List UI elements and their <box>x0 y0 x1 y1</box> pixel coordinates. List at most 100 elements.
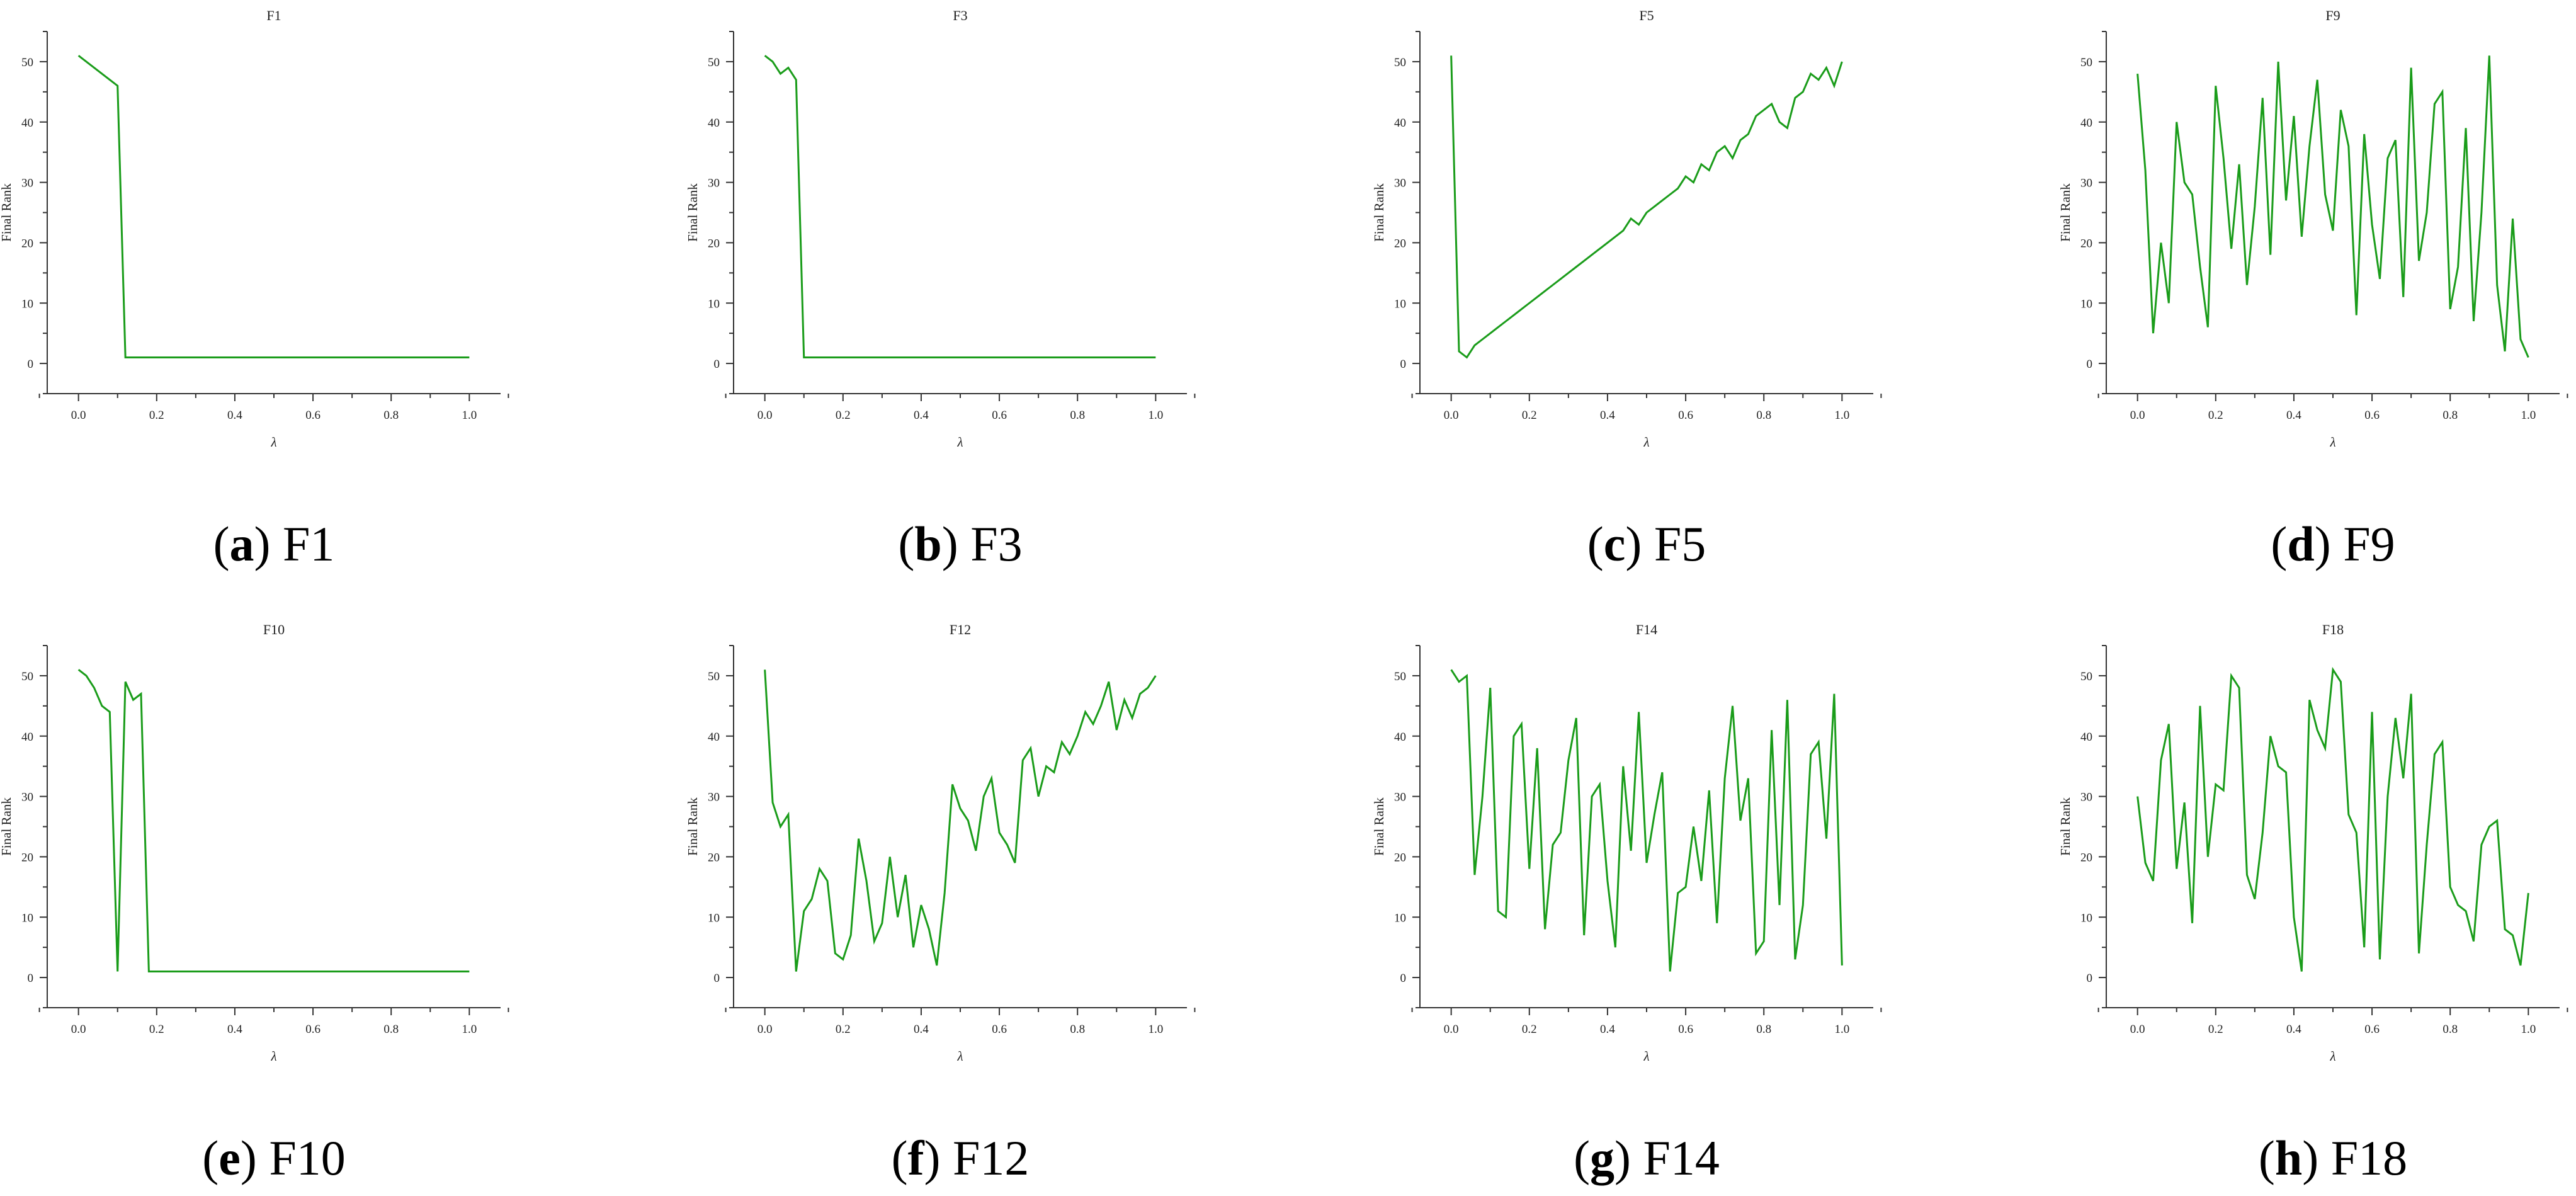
y-tick-label: 50 <box>21 56 33 69</box>
caption-letter: g <box>1590 1131 1614 1185</box>
y-tick-label: 20 <box>2080 237 2092 250</box>
caption-letter: h <box>2275 1131 2302 1185</box>
y-tick-label: 30 <box>2080 177 2092 190</box>
y-axis-label: Final Rank <box>1371 797 1387 856</box>
series-line <box>1450 55 1843 359</box>
x-tick-label: 0.0 <box>1444 409 1459 422</box>
x-axis-label: λ <box>2329 435 2335 450</box>
y-tick-label: 20 <box>1394 237 1406 250</box>
x-tick-label: 0.4 <box>2286 409 2301 422</box>
caption-close-paren: ) <box>1614 1131 1643 1185</box>
x-tick-label: 0.4 <box>227 409 242 422</box>
y-tick-label: 50 <box>2080 670 2092 683</box>
series-line <box>1450 669 1843 972</box>
caption-name: F18 <box>2331 1131 2407 1185</box>
panel-f18: F18 0 10 20 30 40 50 0.0 0.2 0.4 0.6 0.8 1.0 λ Final R… <box>2058 622 2568 1185</box>
y-tick-label: 0 <box>714 972 720 985</box>
series-line <box>77 669 470 972</box>
x-tick-label: 0.8 <box>1756 1023 1771 1036</box>
y-axis-label: Final Rank <box>685 183 700 242</box>
x-tick-label: 0.0 <box>1444 1023 1459 1036</box>
caption-letter: c <box>1604 516 1626 571</box>
y-tick-label: 50 <box>21 670 33 683</box>
x-tick-label: 0.2 <box>149 1023 164 1036</box>
x-tick-label: 0.4 <box>914 409 929 422</box>
panel-caption: (e) F10 <box>202 1131 345 1185</box>
x-tick-label: 0.8 <box>1070 409 1085 422</box>
x-tick-label: 0.8 <box>1070 1023 1085 1036</box>
caption-name: F14 <box>1643 1131 1720 1185</box>
x-axis-label: λ <box>2329 1049 2335 1064</box>
x-tick-label: 0.8 <box>1756 409 1771 422</box>
x-tick-label: 0.2 <box>2208 1023 2223 1036</box>
x-tick-label: 1.0 <box>1148 1023 1163 1036</box>
y-tick-label: 30 <box>708 791 720 804</box>
x-tick-label: 0.0 <box>757 409 773 422</box>
caption-close-paren: ) <box>1625 516 1654 571</box>
x-tick-label: 0.8 <box>383 409 399 422</box>
x-tick-label: 0.6 <box>2364 409 2380 422</box>
y-tick-label: 20 <box>2080 851 2092 864</box>
x-tick-label: 0.6 <box>1678 409 1693 422</box>
caption-open-paren: ( <box>2259 1131 2275 1185</box>
series-line <box>2136 55 2529 358</box>
y-tick-label: 40 <box>708 731 720 744</box>
panel-f5: F5 0 10 20 30 40 50 0.0 0.2 0.4 0.6 0.8 1.0 λ Final Ra… <box>1371 8 1882 571</box>
x-tick-label: 0.2 <box>149 409 164 422</box>
y-tick-label: 40 <box>1394 731 1406 744</box>
caption-close-paren: ) <box>942 516 970 571</box>
y-tick-label: 10 <box>2080 297 2092 310</box>
y-tick-label: 0 <box>28 972 34 985</box>
x-tick-label: 0.4 <box>1600 1023 1615 1036</box>
panel-caption: (a) F1 <box>213 516 335 571</box>
y-axis-label: Final Rank <box>685 797 700 856</box>
y-tick-label: 30 <box>2080 791 2092 804</box>
caption-name: F3 <box>970 516 1022 571</box>
x-tick-label: 0.6 <box>305 409 321 422</box>
y-tick-label: 0 <box>2087 972 2093 985</box>
y-tick-label: 10 <box>708 911 720 925</box>
caption-letter: f <box>908 1131 925 1185</box>
x-tick-label: 0.6 <box>305 1023 321 1036</box>
panel-caption: (f) F12 <box>892 1131 1030 1185</box>
y-tick-label: 50 <box>708 670 720 683</box>
series-line <box>764 55 1156 358</box>
y-tick-label: 50 <box>1394 670 1406 683</box>
panel-caption: (b) F3 <box>898 516 1022 571</box>
x-tick-label: 0.0 <box>2130 409 2145 422</box>
x-tick-label: 0.0 <box>71 409 86 422</box>
panel-caption: (c) F5 <box>1587 516 1706 571</box>
x-axis-label: λ <box>270 435 276 450</box>
x-tick-label: 1.0 <box>2521 409 2536 422</box>
panel-f14: F14 0 10 20 30 40 50 0.0 0.2 0.4 0.6 0.8 1.0 λ Final R… <box>1371 622 1882 1185</box>
plot-title: F18 <box>2322 622 2344 637</box>
caption-open-paren: ( <box>213 516 230 571</box>
plot-title: F5 <box>1639 8 1654 23</box>
x-tick-label: 0.2 <box>1522 409 1537 422</box>
plot-title: F1 <box>266 8 281 23</box>
x-tick-label: 0.6 <box>2364 1023 2380 1036</box>
y-tick-label: 40 <box>21 731 33 744</box>
x-tick-label: 0.6 <box>992 409 1007 422</box>
x-tick-label: 0.4 <box>1600 409 1615 422</box>
caption-open-paren: ( <box>1587 516 1604 571</box>
y-tick-label: 30 <box>21 177 33 190</box>
caption-name: F9 <box>2343 516 2395 571</box>
x-tick-label: 0.8 <box>2443 1023 2458 1036</box>
plot-title: F12 <box>950 622 971 637</box>
x-tick-label: 0.2 <box>2208 409 2223 422</box>
y-axis-label: Final Rank <box>0 183 14 242</box>
caption-name: F5 <box>1654 516 1706 571</box>
y-tick-label: 40 <box>2080 731 2092 744</box>
y-tick-label: 30 <box>708 177 720 190</box>
y-tick-label: 50 <box>708 56 720 69</box>
panel-caption: (d) F9 <box>2271 516 2395 571</box>
x-tick-label: 0.4 <box>227 1023 242 1036</box>
y-tick-label: 40 <box>708 117 720 130</box>
x-tick-label: 0.6 <box>1678 1023 1693 1036</box>
x-tick-label: 0.2 <box>836 1023 851 1036</box>
y-tick-label: 40 <box>21 117 33 130</box>
caption-close-paren: ) <box>2302 1131 2330 1185</box>
y-tick-label: 30 <box>1394 177 1406 190</box>
caption-close-paren: ) <box>924 1131 953 1185</box>
